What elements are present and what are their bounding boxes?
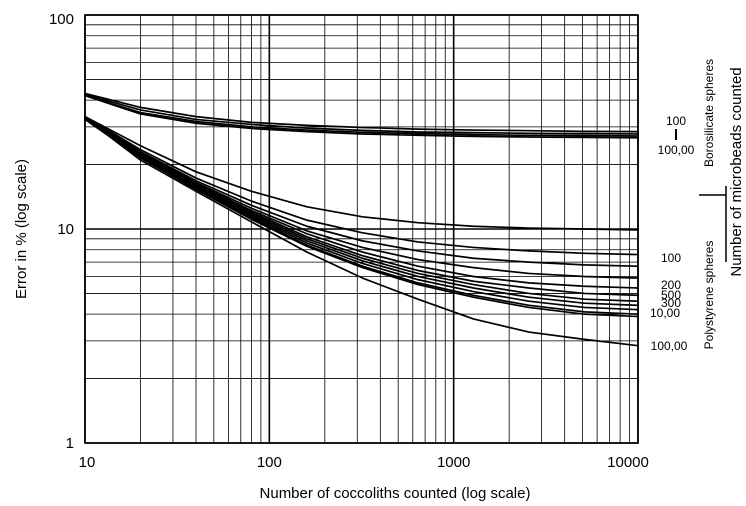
x-tick-label: 100 — [257, 454, 282, 471]
polystyrene-series-line-1 — [84, 115, 639, 231]
polystyrene-series-line-8 — [84, 117, 639, 307]
borosilicate-series-line-3 — [84, 94, 639, 137]
borosilicate-series-line-1 — [84, 92, 639, 133]
polystyrene-series-line-3 — [84, 115, 639, 268]
borosilicate-series-line-2 — [84, 93, 639, 135]
polystyrene-series-line-6 — [84, 117, 639, 297]
right-axis-title: Number of microbeads counted — [728, 67, 745, 276]
x-axis-title: Number of coccoliths counted (log scale) — [260, 485, 531, 502]
x-tick-label: 10 — [79, 454, 96, 471]
polystyrene-label-10-00: 10,00 — [650, 306, 680, 320]
borosilicate-group-label: Borosilicate spheres — [702, 59, 716, 167]
y-axis-title: Error in % (log scale) — [13, 159, 30, 299]
borosilicate-label-100-00: 100,00 — [658, 143, 695, 157]
polystyrene-label-100-00: 100,00 — [651, 339, 688, 353]
x-tick-label: 10000 — [607, 454, 649, 471]
x-tick-labels: 10 100 1000 10000 — [79, 454, 649, 471]
polystyrene-label-300: 300 — [661, 296, 681, 310]
polystyrene-series-line-5 — [84, 117, 639, 289]
series-group — [84, 92, 639, 347]
polystyrene-series-line-4 — [84, 117, 639, 279]
polystyrene-label-100: 100 — [661, 251, 681, 265]
polystyrene-label-200: 200 — [661, 278, 681, 292]
polystyrene-group-label: Polystyrene spheres — [702, 241, 716, 350]
polystyrene-series-line-12 — [84, 117, 639, 347]
polystyrene-series-line-11 — [84, 118, 639, 318]
y-tick-label: 100 — [49, 11, 74, 28]
y-tick-labels: 1 10 100 — [49, 11, 74, 452]
polystyrene-series-line-2 — [84, 115, 639, 256]
plot-frame — [84, 14, 639, 444]
borosilicate-label-100: 100 — [666, 114, 686, 128]
polystyrene-series-line-7 — [84, 117, 639, 303]
polystyrene-series-line-9 — [84, 117, 639, 311]
y-tick-label: 1 — [66, 435, 74, 452]
y-tick-label: 10 — [57, 221, 74, 238]
x-tick-label: 1000 — [437, 454, 470, 471]
borosilicate-series-line-4 — [84, 94, 639, 139]
polystyrene-label-500-visible: 500 — [661, 288, 681, 302]
